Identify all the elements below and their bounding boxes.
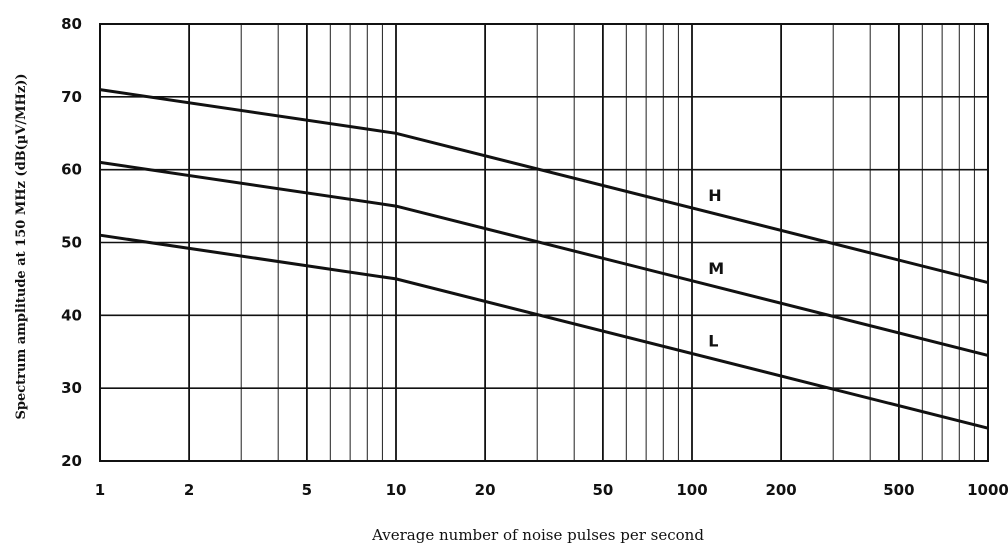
series-line-m (99, 160, 989, 357)
series-line-l (99, 233, 989, 430)
x-tick-label: 50 (592, 481, 613, 499)
x-tick-label: 20 (475, 481, 496, 499)
x-tick-label: 1000 (967, 481, 1008, 499)
y-tick-label: 30 (61, 379, 82, 397)
series-labels: H M L (708, 186, 724, 351)
y-tick-label: 80 (61, 15, 82, 33)
x-tick-label: 500 (883, 481, 914, 499)
y-tick-labels: 20 30 40 50 60 70 80 (61, 15, 82, 470)
x-tick-label: 10 (386, 481, 407, 499)
x-tick-label: 5 (302, 481, 312, 499)
series-label-m: M (708, 259, 724, 278)
y-tick-label: 70 (61, 88, 82, 106)
y-tick-label: 50 (61, 234, 82, 252)
x-tick-label: 200 (765, 481, 796, 499)
x-axis-title: Average number of noise pulses per secon… (371, 526, 704, 544)
series-label-l: L (708, 332, 718, 351)
series-label-h: H (708, 186, 721, 205)
x-tick-labels: 1 2 5 10 20 50 100 200 500 1000 (95, 481, 1008, 499)
plot-frame (99, 23, 989, 462)
y-tick-label: 60 (61, 161, 82, 179)
series-line-h (99, 88, 989, 285)
x-tick-label: 100 (676, 481, 707, 499)
y-axis-title: Spectrum amplitude at 150 MHz (dB(µV/MHz… (14, 73, 29, 419)
series-lines (99, 88, 989, 430)
y-tick-label: 20 (61, 452, 82, 470)
x-tick-label: 2 (184, 481, 194, 499)
y-tick-label: 40 (61, 306, 82, 324)
x-tick-label: 1 (95, 481, 105, 499)
